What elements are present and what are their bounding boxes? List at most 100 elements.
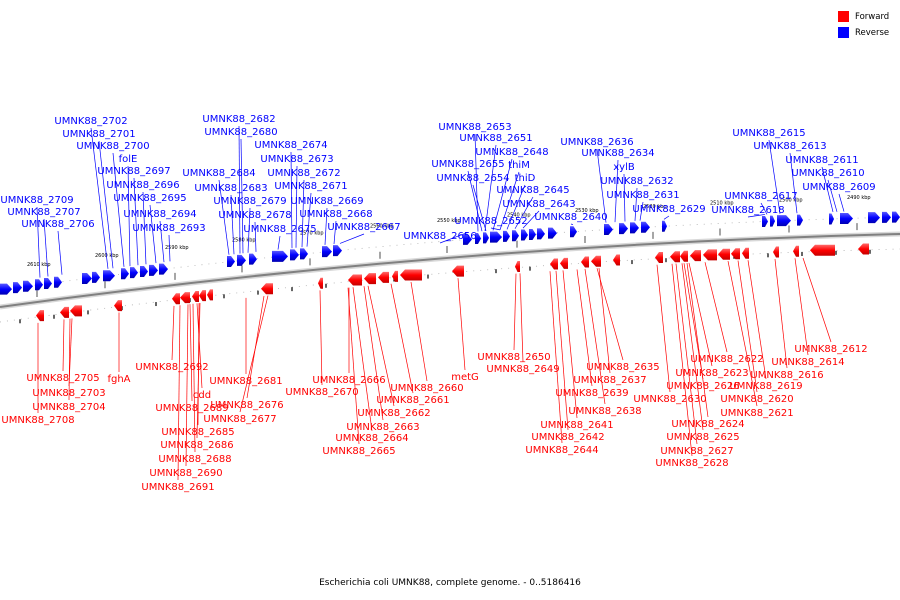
- gene-label: UMNK88_2640: [534, 212, 607, 223]
- leader-line: [247, 207, 251, 253]
- gene-label: UMNK88_2644: [525, 445, 598, 456]
- leader-line: [98, 140, 114, 269]
- gene-label: UMNK88_2645: [496, 185, 569, 196]
- reverse-gene: [54, 276, 62, 288]
- leader-line: [555, 270, 569, 431]
- gene-label: UMNK88_2635: [586, 362, 659, 373]
- leader-line: [681, 263, 704, 431]
- leader-line: [596, 148, 607, 223]
- leader-line: [513, 273, 517, 351]
- forward-gene: [591, 255, 601, 267]
- gene-label: UMNK88_2681: [209, 376, 282, 387]
- reverse-gene: [92, 271, 100, 283]
- forward-legend-label: Forward: [855, 11, 890, 22]
- leader-line: [774, 259, 788, 369]
- gene-label: UMNK88_2707: [7, 207, 80, 218]
- gene-label: UMNK88_2620: [720, 394, 793, 405]
- leader-line: [68, 318, 71, 401]
- gene-label: UMNK88_2655: [431, 159, 504, 170]
- gene-label: UMNK88_2689: [155, 403, 228, 414]
- gene-label: folE: [119, 154, 138, 165]
- gene-label: xylB: [613, 162, 635, 173]
- leader-line: [333, 220, 337, 245]
- gene-label: UMNK88_2638: [568, 406, 641, 417]
- gene-label: UMNK88_2677: [203, 414, 276, 425]
- leader-line: [239, 295, 269, 413]
- forward-gene: [858, 243, 869, 255]
- gene-label: UMNK88_2639: [555, 388, 628, 399]
- scale-tick-label: 2560 kbp: [370, 224, 394, 230]
- leader-line: [230, 194, 235, 255]
- gene-label: UMNK88_2678: [218, 210, 291, 221]
- reverse-gene: [463, 233, 472, 245]
- gene-label: UMNK88_2656: [403, 231, 476, 242]
- leader-line: [290, 151, 293, 249]
- forward-gene: [392, 270, 398, 282]
- gene-label: UMNK88_2627: [660, 446, 733, 457]
- gene-label: UMNK88_2651: [459, 133, 532, 144]
- gene-label: UMNK88_2618: [711, 205, 784, 216]
- leader-line: [177, 305, 181, 481]
- forward-gene: [731, 248, 740, 260]
- reverse-gene: [130, 267, 138, 279]
- scale-tick-label: 2500 kbp: [779, 197, 803, 203]
- leader-line: [43, 218, 49, 277]
- gene-label: UMNK88_2675: [243, 224, 316, 235]
- gene-label: UMNK88_2636: [560, 137, 633, 148]
- reverse-gene: [662, 220, 667, 232]
- gene-label: UMNK88_2688: [158, 454, 231, 465]
- leader-line: [196, 302, 201, 439]
- leader-line: [656, 264, 671, 393]
- leader-line: [472, 184, 487, 232]
- backbone-line: [0, 233, 900, 308]
- leader-line: [562, 270, 578, 419]
- gene-label: UMNK88_2695: [113, 193, 186, 204]
- leader-line: [514, 196, 534, 229]
- forward-gene: [192, 290, 199, 302]
- leader-line: [196, 303, 203, 389]
- reverse-gene: [300, 248, 308, 260]
- leader-line: [570, 223, 574, 226]
- leader-line: [277, 235, 281, 250]
- reverse-gene: [537, 228, 545, 240]
- reverse-gene: [548, 227, 557, 239]
- gene-label: UMNK88_2682: [202, 114, 275, 125]
- leader-line: [62, 319, 65, 372]
- gene-label: UMNK88_2630: [633, 394, 706, 405]
- gene-label: UMNK88_2643: [502, 199, 575, 210]
- scale-tick-label: 2550 kbp: [437, 218, 461, 224]
- leader-line: [490, 227, 501, 231]
- leader-line: [492, 158, 513, 231]
- leader-line: [295, 165, 298, 248]
- leader-line: [704, 262, 728, 353]
- reverse-gene: [641, 221, 650, 233]
- reverse-gene: [227, 256, 235, 268]
- gene-label: UMNK88_2671: [274, 181, 347, 192]
- forward-gene: [742, 247, 749, 259]
- leader-line: [614, 159, 619, 223]
- gene-label: UMNK88_2641: [540, 420, 613, 431]
- scale-tick-label: 2540 kbp: [507, 213, 531, 219]
- gene-label: cdd: [193, 390, 211, 401]
- leader-line: [584, 268, 606, 405]
- gene-label: UMNK88_2660: [390, 383, 463, 394]
- leader-line: [634, 187, 638, 221]
- leader-line: [549, 271, 563, 444]
- gene-label: UMNK88_2613: [753, 141, 826, 152]
- reverse-gene: [521, 229, 528, 241]
- leader-line: [768, 139, 781, 214]
- forward-gene: [36, 310, 44, 322]
- forward-gene: [613, 254, 620, 266]
- leader-line: [339, 233, 365, 244]
- gene-label: UMNK88_2708: [1, 415, 74, 426]
- leader-line: [598, 268, 611, 374]
- leader-line: [639, 201, 644, 221]
- reverse-gene: [333, 245, 342, 257]
- leader-line: [363, 286, 384, 421]
- forward-gene: [560, 257, 568, 269]
- gene-label: UMNK88_2676: [210, 400, 283, 411]
- leader-line: [499, 171, 520, 230]
- gene-label: UMNK88_2626: [666, 381, 739, 392]
- genome-caption: Escherichia coli UMNK88, complete genome…: [319, 578, 581, 588]
- forward-gene: [690, 250, 701, 262]
